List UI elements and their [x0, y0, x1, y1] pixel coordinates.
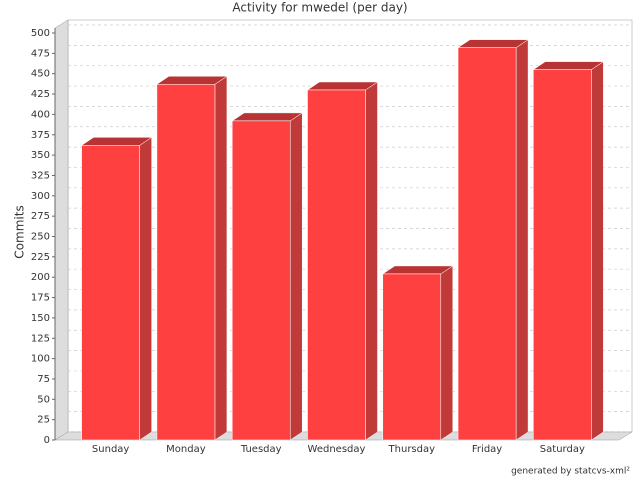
- chart-title: Activity for mwedel (per day): [232, 1, 407, 15]
- y-tick-label: 300: [31, 191, 50, 202]
- y-tick-label: 400: [31, 109, 50, 120]
- bar-top: [532, 61, 605, 70]
- x-tick-label: Friday: [471, 444, 503, 455]
- bar: [307, 89, 366, 441]
- y-axis-label: Commits: [13, 205, 27, 258]
- x-tick-label: Wednesday: [307, 444, 366, 455]
- side-wall: [54, 19, 69, 441]
- x-tick-label: Sunday: [91, 444, 130, 455]
- bar-side: [440, 265, 454, 441]
- bar: [382, 273, 442, 441]
- bar: [457, 47, 517, 441]
- bar-top: [80, 137, 153, 146]
- bar: [533, 69, 592, 441]
- bar-top: [231, 112, 304, 122]
- bar: [231, 120, 291, 441]
- bar-side: [365, 81, 378, 441]
- y-tick-label: 50: [37, 394, 50, 405]
- y-tick-label: 125: [31, 333, 50, 344]
- bar-top: [381, 265, 454, 275]
- y-tick-label: 200: [31, 272, 50, 283]
- bar-side: [515, 39, 529, 441]
- bar-top: [306, 81, 379, 91]
- y-tick-label: 275: [31, 211, 50, 222]
- y-tick-label: 375: [31, 130, 50, 141]
- y-tick-label: 325: [31, 170, 50, 181]
- x-tick-label: Monday: [166, 444, 206, 455]
- x-tick-label: Thursday: [388, 444, 436, 455]
- bar-side: [289, 112, 303, 441]
- y-tick-label: 150: [31, 313, 50, 324]
- bar-side: [214, 75, 228, 441]
- bar: [156, 84, 216, 441]
- bar-top: [156, 76, 228, 85]
- x-tick-label: Tuesday: [240, 444, 282, 455]
- bar-side: [591, 61, 604, 441]
- bar-top: [457, 39, 529, 48]
- y-tick-label: 475: [31, 48, 50, 59]
- y-tick-label: 0: [44, 435, 50, 446]
- y-tick-label: 100: [31, 354, 50, 365]
- y-tick-label: 250: [31, 232, 50, 243]
- y-tick-label: 225: [31, 252, 50, 263]
- y-tick-label: 75: [37, 374, 50, 385]
- y-tick-label: 425: [31, 89, 50, 100]
- y-tick-label: 500: [31, 28, 50, 39]
- footer: generated by statcvs-xml²: [511, 467, 630, 477]
- x-tick-label: Saturday: [539, 444, 585, 455]
- y-tick-label: 450: [31, 69, 50, 80]
- bar: [81, 145, 140, 441]
- bar-side: [139, 136, 152, 441]
- y-tick-label: 175: [31, 293, 50, 304]
- y-tick-label: 350: [31, 150, 50, 161]
- y-tick-label: 25: [37, 415, 50, 426]
